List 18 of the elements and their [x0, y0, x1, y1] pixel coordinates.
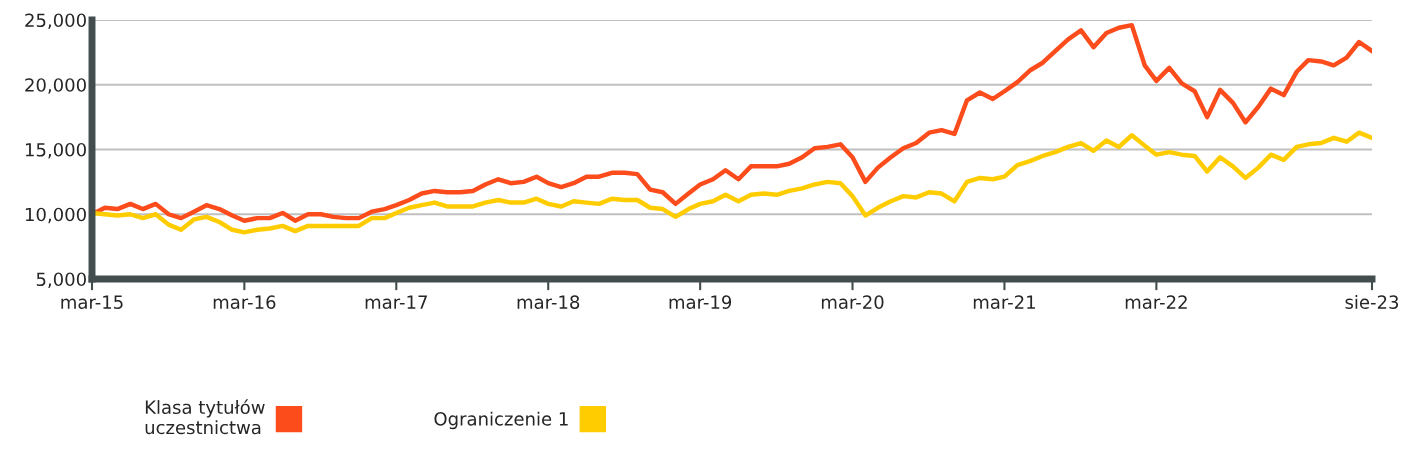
x-tick-label: mar-22 — [1125, 295, 1187, 309]
y-tick-label: 15,000 — [25, 142, 86, 159]
x-tick-label: mar-21 — [973, 295, 1035, 309]
y-tick-label: 25,000 — [25, 13, 86, 29]
y-tick-label: 20,000 — [25, 78, 86, 94]
line-series — [92, 22, 1372, 223]
legend-label: Klasa tytułów uczestnictwa — [145, 399, 265, 435]
x-tick-label: mar-16 — [213, 295, 276, 309]
line-series — [92, 130, 1372, 235]
x-tick-label: mar-17 — [365, 295, 427, 309]
x-tick-label: mar-20 — [821, 295, 884, 309]
x-tick-label: mar-18 — [517, 295, 580, 309]
y-tick-label: 5,000 — [36, 272, 86, 288]
x-tick-label: mar-15 — [61, 295, 123, 309]
legend-label: Ograniczenie 1 — [434, 411, 568, 430]
x-tick-label: mar-19 — [669, 295, 732, 309]
x-tick-label: sie-23 — [1345, 294, 1399, 309]
y-tick-label: 10,000 — [25, 207, 86, 224]
